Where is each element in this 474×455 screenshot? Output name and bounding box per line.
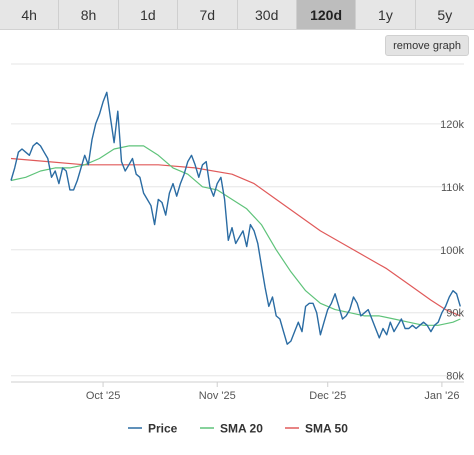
time-range-tabs: 4h 8h 1d 7d 30d 120d 1y 5y [0,0,474,30]
x-tick-label: Jan '26 [424,390,459,402]
tab-4h[interactable]: 4h [0,0,60,29]
series-lines [10,91,461,345]
legend-item-label[interactable]: SMA 20 [220,422,263,436]
y-tick-label: 120k [440,119,464,131]
tab-1d[interactable]: 1d [119,0,179,29]
x-tick-label: Oct '25 [86,390,121,402]
y-tick-label: 100k [440,245,464,257]
x-tick-label: Dec '25 [309,390,346,402]
y-tick-label: 110k [441,182,465,194]
tab-8h[interactable]: 8h [59,0,119,29]
y-tick-label: 80k [446,371,464,383]
legend-item-label[interactable]: SMA 50 [305,422,348,436]
series-line-sma-50 [10,157,461,317]
y-tick-label: 90k [446,308,464,320]
legend: Price SMA 20 SMA 50 [128,422,348,436]
series-line-sma-20 [10,145,461,326]
tab-7d[interactable]: 7d [178,0,238,29]
tab-30d[interactable]: 30d [238,0,297,29]
legend-item-label[interactable]: Price [148,422,178,436]
tab-120d[interactable]: 120d [296,0,357,29]
tab-5y[interactable]: 5y [437,6,453,23]
remove-graph-button[interactable]: remove graph [385,35,469,56]
grid-lines [11,63,464,387]
tab-1y[interactable]: 1y [356,0,416,29]
x-tick-label: Nov '25 [199,390,236,402]
x-axis-labels: Oct '25 Nov '25 Dec '25 Jan '26 [86,390,460,402]
series-line-price [10,91,461,345]
y-axis-labels: 80k 90k 100k 110k 120k [440,119,464,383]
